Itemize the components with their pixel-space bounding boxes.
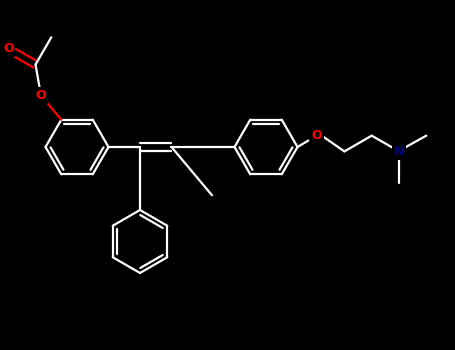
Text: O: O <box>3 42 14 55</box>
Text: O: O <box>35 89 46 102</box>
Text: O: O <box>312 129 323 142</box>
Text: N: N <box>394 145 404 158</box>
